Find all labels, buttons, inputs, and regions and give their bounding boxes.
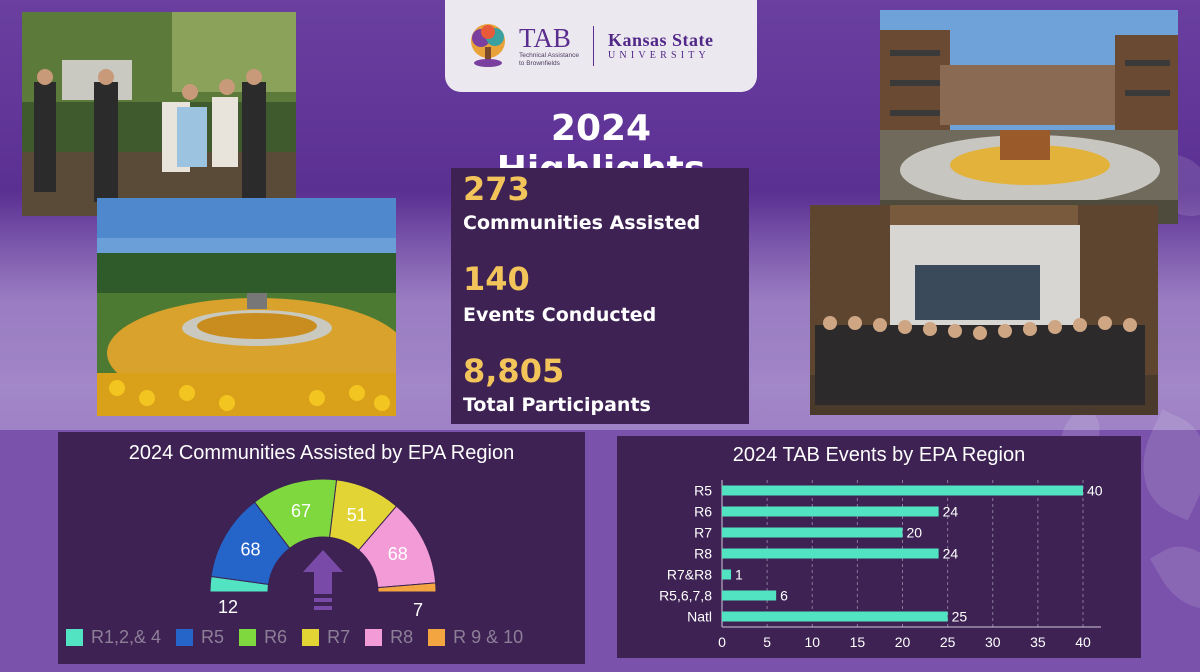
legend-swatch — [428, 629, 446, 646]
tab-tree-logo-icon — [471, 24, 505, 67]
bar — [722, 548, 939, 559]
bar-value-label: 40 — [1087, 483, 1103, 499]
events-chart-title: 2024 TAB Events by EPA Region — [732, 444, 1026, 466]
legend-label: R 9 & 10 — [453, 627, 524, 647]
bar — [722, 485, 1083, 496]
up-arrow-icon — [303, 550, 343, 594]
x-tick-label: 20 — [895, 634, 911, 650]
arrow-stripe-icon — [314, 598, 332, 602]
legend-item: R8 — [365, 627, 413, 648]
y-category-label: R8 — [694, 546, 712, 562]
y-category-label: R5,6,7,8 — [659, 588, 712, 604]
x-tick-label: 40 — [1075, 634, 1091, 650]
events-chart-panel: 2024 TAB Events by EPA Region 0 5 10 15 20 25… — [617, 436, 1141, 658]
legend-item: R5 — [176, 627, 224, 648]
bar — [722, 527, 903, 538]
legend-item: R1,2,& 4 — [66, 627, 161, 648]
y-category-label: R7&R8 — [667, 567, 712, 583]
bar-value-label: 6 — [780, 588, 788, 604]
communities-chart-title: 2024 Communities Assisted by EPA Region — [128, 442, 515, 464]
legend-swatch — [176, 629, 194, 646]
stat-communities-value: 273 — [463, 170, 530, 208]
bar-value-label: 20 — [907, 525, 923, 541]
communities-legend: R1,2,& 4 R5 R6 R7 R8 R 9 & 10 — [66, 627, 538, 648]
bar — [722, 569, 732, 580]
gauge-segment — [377, 582, 437, 593]
communities-chart-panel: 2024 Communities Assisted by EPA Region … — [58, 432, 585, 664]
x-tick-label: 30 — [985, 634, 1001, 650]
events-bar-chart: 0 5 10 15 20 25 30 35 40 R5 40 R6 24 R7 20 R8 24 R7&R8 1 R5… — [659, 480, 1103, 650]
ksu-name: Kansas State — [607, 30, 714, 50]
gauge-value-label: 68 — [388, 544, 408, 564]
tab-logo-text: TAB Technical Assistance to Brownfields — [519, 25, 579, 67]
x-tick-label: 5 — [763, 634, 771, 650]
bar-value-label: 24 — [943, 546, 959, 562]
logo-divider — [592, 26, 594, 66]
legend-swatch — [302, 629, 320, 646]
bar-value-label: 1 — [735, 567, 743, 583]
y-category-label: R6 — [694, 504, 712, 520]
x-tick-label: 10 — [804, 634, 820, 650]
photo-sunflower-park — [97, 198, 396, 416]
legend-label: R7 — [327, 627, 351, 647]
photo-group-event — [810, 205, 1158, 415]
gauge-value-label: 51 — [347, 505, 367, 525]
x-tick-label: 15 — [850, 634, 866, 650]
stat-participants-label: Total Participants — [463, 394, 651, 416]
gauge-value-label: 12 — [218, 597, 238, 617]
stat-participants-value: 8,805 — [463, 352, 565, 390]
bar — [722, 506, 939, 517]
legend-label: R1,2,& 4 — [91, 627, 162, 647]
legend-label: R8 — [390, 627, 414, 647]
gauge-value-label: 67 — [291, 501, 311, 521]
y-category-label: R5 — [694, 483, 712, 499]
ksu-university: UNIVERSITY — [607, 50, 710, 61]
bar-value-label: 24 — [943, 504, 959, 520]
x-tick-label: 25 — [940, 634, 956, 650]
legend-item: R 9 & 10 — [428, 627, 523, 648]
bar — [722, 611, 948, 622]
legend-swatch — [66, 629, 83, 646]
logo-header: TAB Technical Assistance to Brownfields … — [445, 0, 757, 92]
legend-label: R5 — [201, 627, 225, 647]
legend-swatch — [239, 629, 257, 646]
legend-swatch — [365, 629, 383, 646]
x-tick-label: 35 — [1030, 634, 1046, 650]
x-tick-label: 0 — [718, 634, 726, 650]
legend-item: R7 — [302, 627, 350, 648]
stats-box: 273 Communities Assisted 140 Events Cond… — [451, 168, 749, 424]
tab-subtitle-line2: to Brownfields — [519, 59, 560, 67]
arrow-stripe-icon — [314, 606, 332, 610]
tab-name: TAB — [519, 23, 571, 53]
stat-events-label: Events Conducted — [463, 304, 657, 326]
y-category-label: Natl — [687, 609, 712, 625]
legend-label: R6 — [264, 627, 288, 647]
bar — [722, 590, 777, 601]
stat-events-value: 140 — [463, 260, 530, 298]
ksu-logo-text: Kansas State UNIVERSITY — [608, 30, 714, 62]
communities-gauge-chart: 12 68 67 51 68 7 — [209, 478, 437, 620]
tab-subtitle-line1: Technical Assistance — [519, 52, 579, 59]
y-category-label: R7 — [694, 525, 712, 541]
gauge-value-label: 7 — [413, 600, 423, 620]
photo-housing-courtyard — [880, 10, 1178, 224]
photo-site-visit — [22, 12, 296, 216]
bar-value-label: 25 — [952, 609, 968, 625]
legend-item: R6 — [239, 627, 287, 648]
stat-communities-label: Communities Assisted — [463, 212, 701, 234]
gauge-value-label: 68 — [240, 540, 260, 560]
